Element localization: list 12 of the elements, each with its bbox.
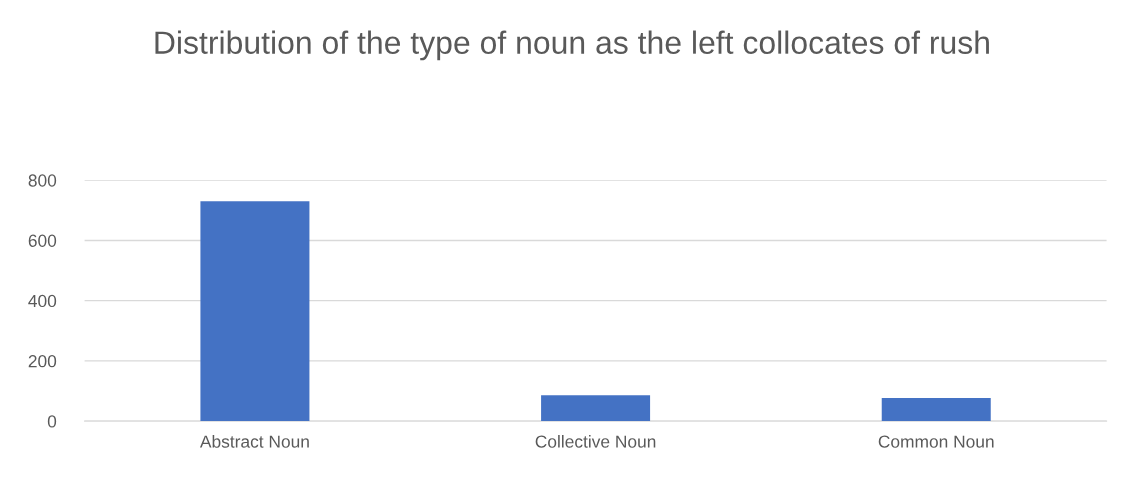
x-tick-label: Abstract Noun <box>199 435 309 448</box>
chart-title: Distribution of the type of noun as the left collocates of rush <box>155 30 989 61</box>
y-tick-label: 800 <box>28 174 57 187</box>
bar <box>541 395 651 422</box>
y-tick-label: 400 <box>28 294 57 308</box>
bar <box>200 201 310 422</box>
x-tick-label: Common Noun <box>878 435 994 448</box>
y-tick-label: 600 <box>28 234 57 247</box>
bar <box>881 397 991 422</box>
y-tick-label: 200 <box>28 355 57 368</box>
x-tick-label: Collective Noun <box>535 435 656 448</box>
y-tick-label: 0 <box>47 415 57 428</box>
